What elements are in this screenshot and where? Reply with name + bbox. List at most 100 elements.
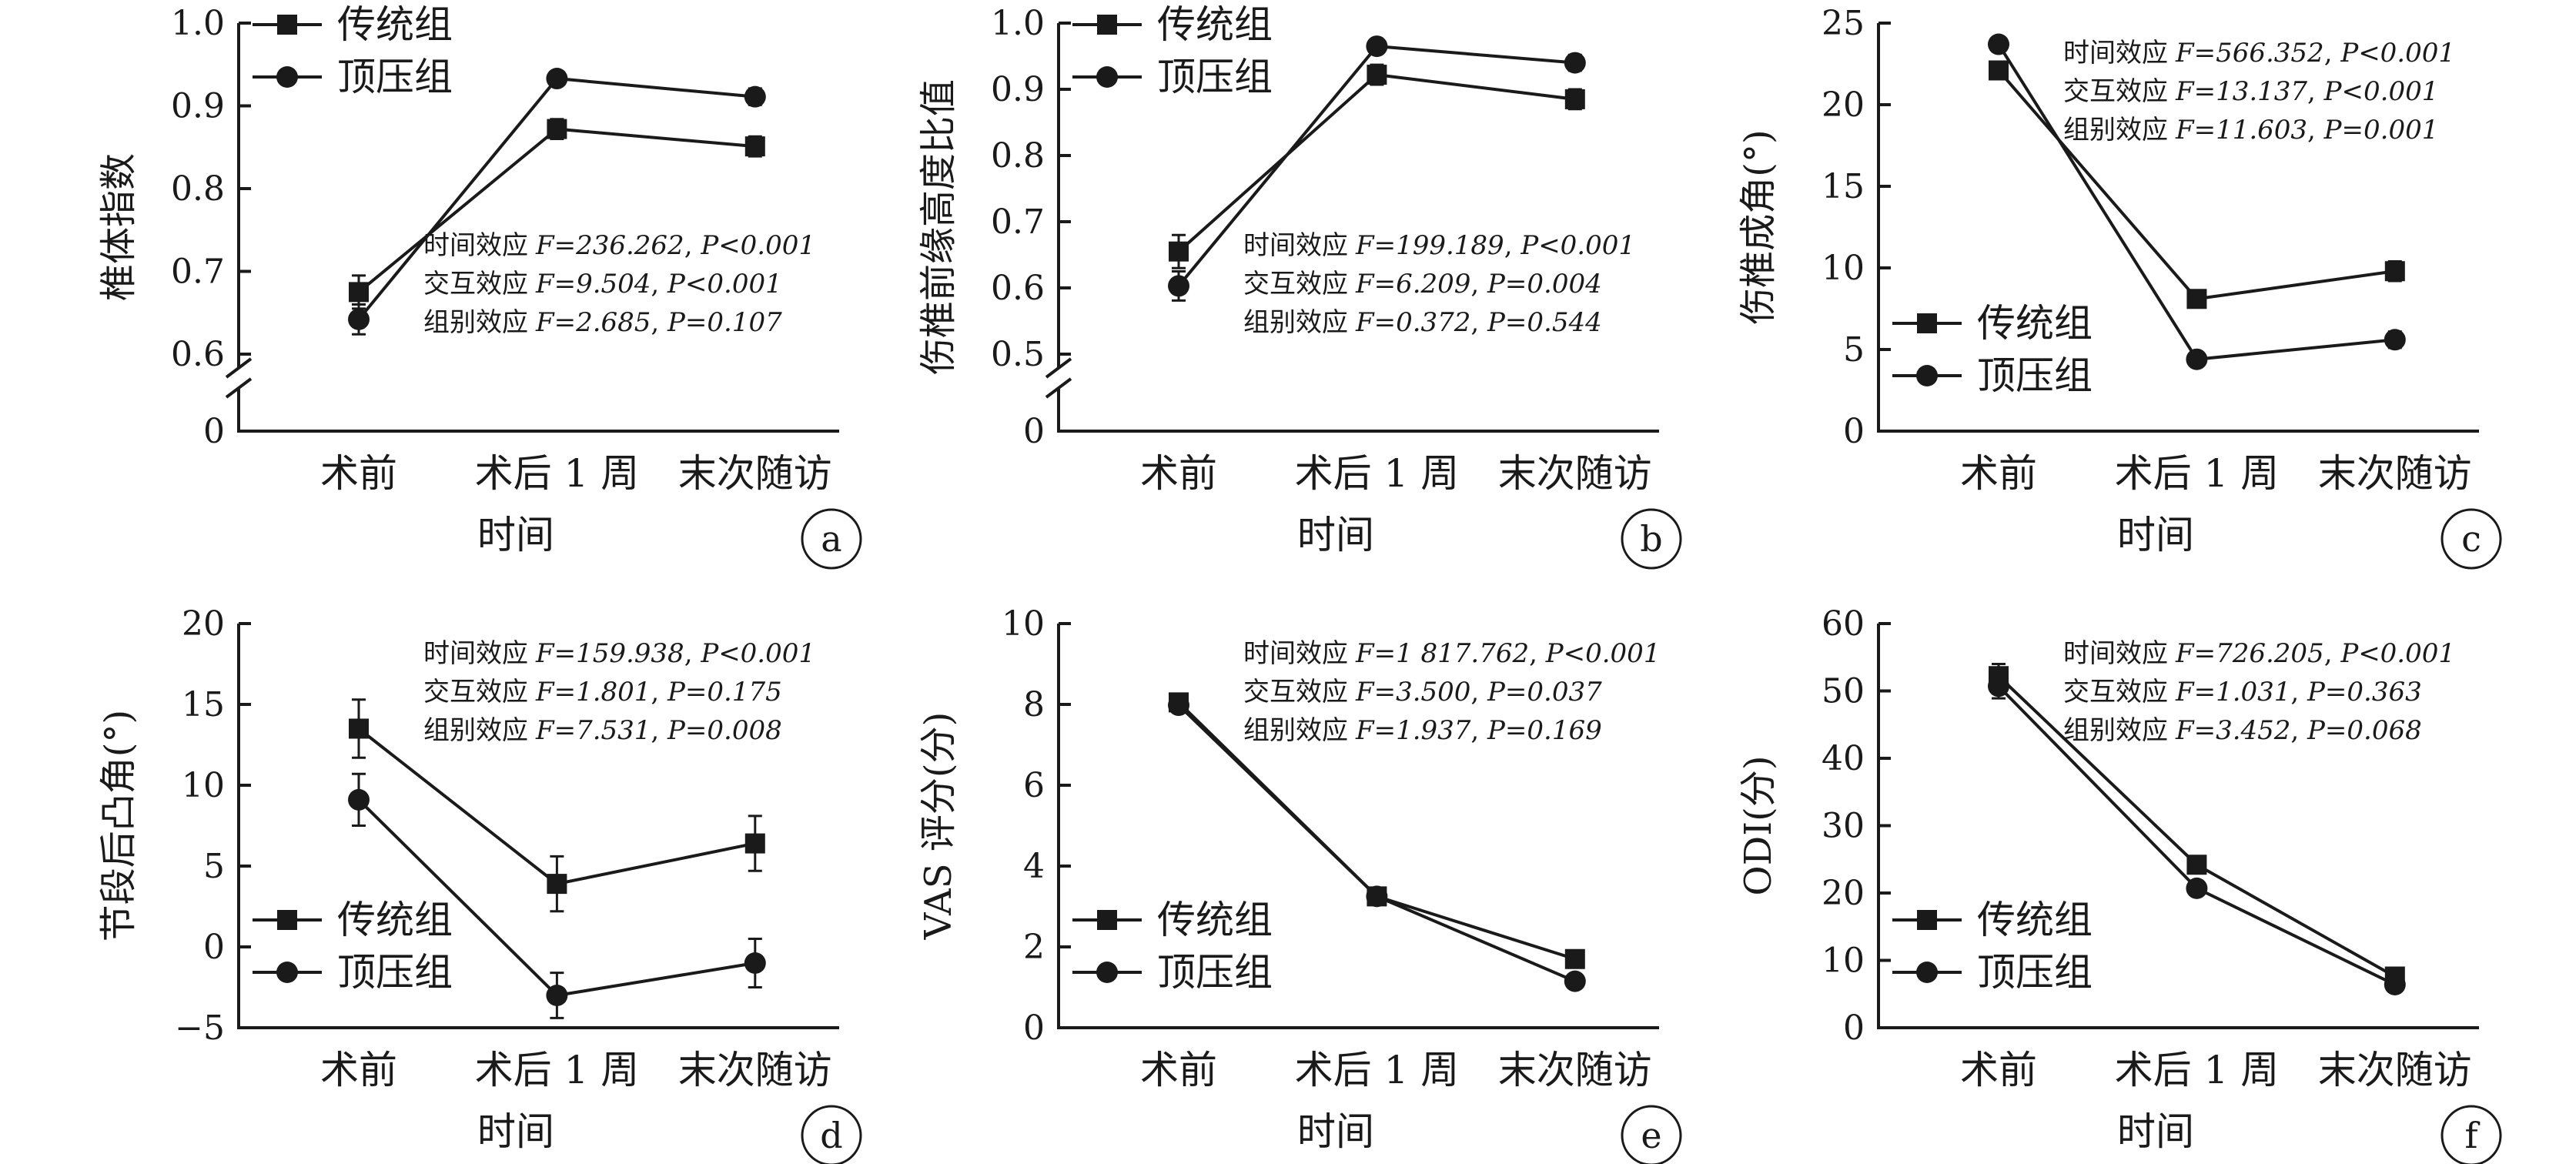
legend-marker-square — [277, 15, 297, 35]
data-point-circle — [1366, 35, 1388, 58]
legend-marker-square — [1917, 910, 1937, 930]
x-tick-label: 术前 — [1960, 451, 2037, 496]
stat-time: 时间效应 F=566.352, P<0.001 — [2063, 38, 2455, 69]
data-point-square — [1564, 948, 1585, 969]
stat-inter: 交互效应 F=9.504, P<0.001 — [423, 269, 782, 299]
legend-label: 传统组 — [1157, 2, 1273, 47]
y-tick-label: 5 — [1843, 330, 1865, 370]
data-point-circle — [1366, 885, 1388, 908]
stat-time: 时间效应 F=159.938, P<0.001 — [423, 638, 815, 669]
y-tick-label: 6 — [1023, 766, 1045, 805]
stat-group: 组别效应 F=0.372, P=0.544 — [1243, 307, 1602, 338]
stat-label: 时间效应 — [423, 230, 528, 261]
stat-f: F=1 817.762 — [1355, 638, 1529, 669]
stat-p: P=0.004 — [1487, 269, 1602, 299]
data-point-circle — [1168, 275, 1189, 297]
data-point-circle — [2186, 877, 2208, 899]
y-tick-label: 0.7 — [991, 202, 1045, 242]
stat-sep: , — [2307, 76, 2324, 107]
data-point-square — [2186, 855, 2207, 875]
y-tick-label: 0 — [1843, 412, 1865, 451]
axis-break-mark — [225, 377, 253, 399]
panel-label-circle — [1621, 1105, 1682, 1164]
x-tick-label: 末次随访 — [678, 451, 832, 496]
data-point-circle — [744, 952, 766, 974]
y-tick-label: 0.9 — [171, 87, 225, 126]
stat-inter: 交互效应 F=13.137, P<0.001 — [2063, 76, 2438, 107]
y-tick-label: 0 — [1023, 1008, 1045, 1048]
stat-sep: , — [651, 677, 667, 707]
legend-label: 传统组 — [337, 898, 453, 942]
x-tick-label: 末次随访 — [2318, 451, 2472, 496]
stat-label: 时间效应 — [1243, 230, 1348, 261]
stat-label: 组别效应 — [1243, 307, 1348, 338]
stat-p: P<0.001 — [1520, 230, 1635, 261]
stat-label: 组别效应 — [423, 715, 528, 746]
stat-label: 组别效应 — [1243, 715, 1348, 746]
stat-f: F=1.031 — [2175, 677, 2290, 707]
x-axis-label: 时间 — [1297, 513, 1374, 557]
stat-sep: , — [2290, 715, 2307, 746]
stat-f: F=159.938 — [535, 638, 684, 669]
legend-label: 传统组 — [1157, 898, 1273, 942]
y-tick-label: 30 — [1822, 807, 1865, 846]
stat-sep: , — [2324, 38, 2341, 69]
y-tick-label: 5 — [203, 847, 225, 886]
y-axis-label: VAS 评分(分) — [917, 712, 960, 941]
x-tick-label: 术后 1 周 — [1295, 1048, 1460, 1092]
stat-time: 时间效应 F=1 817.762, P<0.001 — [1243, 638, 1660, 669]
axis-break-mark — [225, 357, 253, 379]
y-tick-label: −5 — [175, 1008, 225, 1048]
series-line-1 — [357, 127, 755, 293]
y-tick-label: 8 — [1023, 685, 1045, 724]
stat-label: 交互效应 — [423, 269, 528, 299]
legend-marker-circle — [1096, 66, 1118, 88]
x-axis-label: 时间 — [1297, 1109, 1374, 1154]
legend-marker-circle — [1916, 365, 1938, 386]
x-tick-label: 术前 — [1960, 1048, 2037, 1092]
data-point-square — [744, 136, 765, 157]
stat-label: 时间效应 — [2063, 638, 2168, 669]
x-axis-label: 时间 — [477, 513, 554, 557]
y-tick-label: 0 — [1843, 1008, 1865, 1048]
stat-f: F=11.603 — [2175, 115, 2307, 146]
y-axis-label: 伤椎成角(°) — [1737, 129, 1780, 324]
stat-sep: , — [651, 269, 667, 299]
x-tick-label: 术前 — [320, 1048, 397, 1092]
stat-f: F=6.209 — [1355, 269, 1470, 299]
legend-label: 传统组 — [1977, 898, 2093, 942]
data-point-square — [349, 718, 369, 739]
data-point-circle — [546, 68, 568, 90]
data-point-circle — [1988, 33, 2009, 55]
stat-sep: , — [1470, 307, 1487, 338]
stat-f: F=2.685 — [535, 307, 651, 338]
data-point-square — [744, 833, 765, 854]
stat-p: P=0.037 — [1487, 677, 1602, 707]
chart-panel-f: 0 10 20 30 40 50 60 术前 术后 1 周末次随访时间 ODI(分) f 传统组顶压组… — [1737, 604, 2502, 1164]
y-axis-label: ODI(分) — [1737, 755, 1780, 895]
stat-sep: , — [1470, 677, 1487, 707]
y-tick-label: 10 — [1822, 942, 1865, 981]
data-point-circle — [2186, 348, 2208, 370]
panel-label: c — [2461, 518, 2481, 560]
axis-break-mark — [1045, 377, 1072, 399]
stat-group: 组别效应 F=2.685, P=0.107 — [423, 307, 782, 338]
y-tick-label: 0.8 — [171, 169, 225, 209]
x-tick-label: 术前 — [1140, 451, 1217, 496]
chart-panel-d: −5 0 5 10 15 20 术前 术后 1 周末次随访时间 节段后凸角(°) d 传统组顶压组 时… — [97, 604, 862, 1164]
stat-p: P<0.001 — [667, 269, 782, 299]
y-axis-label: 伤椎前缘高度比值 — [917, 79, 960, 375]
legend-label: 顶压组 — [1157, 950, 1273, 995]
panel-label: b — [1640, 518, 1662, 560]
stat-p: P=0.175 — [667, 677, 782, 707]
stat-sep: , — [1470, 715, 1487, 746]
x-tick-label: 末次随访 — [1498, 451, 1652, 496]
stat-p: P<0.001 — [1545, 638, 1661, 669]
legend-marker-square — [1097, 910, 1117, 930]
data-point-square — [349, 282, 369, 303]
